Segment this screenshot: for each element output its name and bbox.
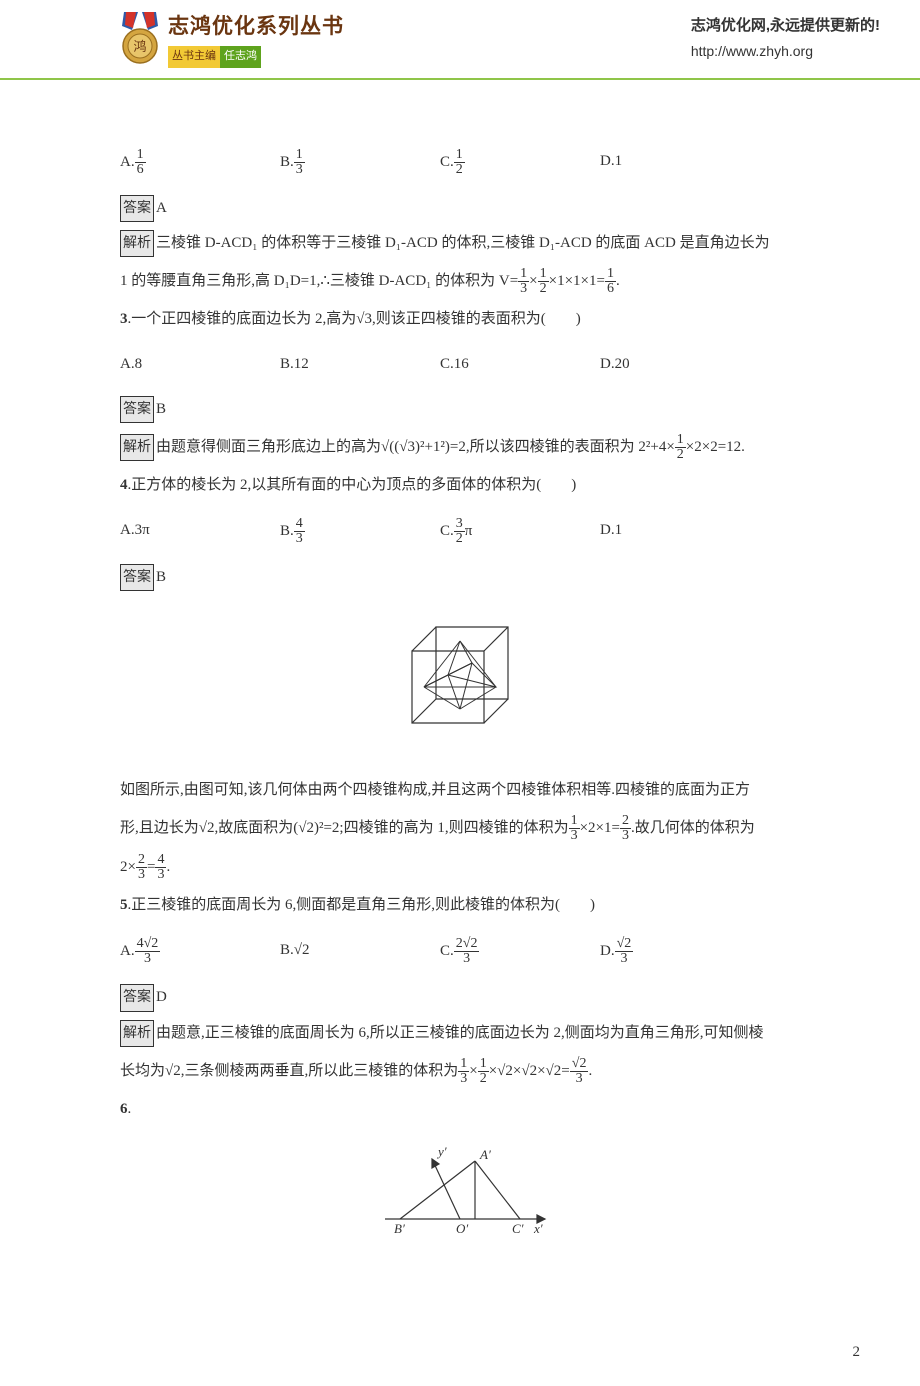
- svg-text:鸿: 鸿: [133, 39, 146, 54]
- q2-expl-line1: 三棱锥 D-ACD₁ 的体积等于三棱锥 D₁-ACD 的体积,三棱锥 D₁-AC…: [156, 235, 770, 251]
- q5-text: .正三棱锥的底面周长为 6,侧面都是直角三角形,则此棱锥的体积为( ): [128, 897, 596, 913]
- q4-stem: 4.正方体的棱长为 2,以其所有面的中心为顶点的多面体的体积为( ): [120, 472, 800, 499]
- q2-choice-b: B.13: [280, 148, 440, 177]
- q4-choice-a: A.3π: [120, 517, 280, 546]
- q5-choice-c: C.2√23: [440, 937, 600, 966]
- q4-choice-c: C.32π: [440, 517, 600, 546]
- explain-badge: 解析: [120, 1020, 154, 1047]
- q5-stem: 5.正三棱锥的底面周长为 6,侧面都是直角三角形,则此棱锥的体积为( ): [120, 892, 800, 919]
- q2-choice-d: D.1: [600, 148, 760, 177]
- q5-explain: 解析由题意,正三棱锥的底面周长为 6,所以正三棱锥的底面边长为 2,侧面均为直角…: [120, 1020, 800, 1047]
- q3-number: 3: [120, 311, 128, 327]
- q6-label-y: y′: [436, 1144, 447, 1159]
- explain-badge: 解析: [120, 434, 154, 461]
- brand-tag-left: 丛书主编: [168, 46, 220, 68]
- q4-choice-d: D.1: [600, 517, 760, 546]
- q5-choice-b: B.√2: [280, 937, 440, 966]
- page-header: 鸿 志鸿优化系列丛书 丛书主编 任志鸿 志鸿优化网,永远提供更新的! http:…: [0, 0, 920, 80]
- q5-number: 5: [120, 897, 128, 913]
- q5-choice-a: A.4√23: [120, 937, 280, 966]
- brand-slogan: 志鸿优化网,永远提供更新的!: [691, 17, 880, 34]
- q2-choices: A.16 B.13 C.12 D.1: [120, 148, 800, 177]
- q4-choice-b: B.43: [280, 517, 440, 546]
- q6-label-b: B′: [394, 1221, 405, 1236]
- q3-text: .一个正四棱锥的底面边长为 2,高为√3,则该正四棱锥的表面积为( ): [128, 311, 581, 327]
- answer-badge: 答案: [120, 396, 154, 423]
- q4-text: .正方体的棱长为 2,以其所有面的中心为顶点的多面体的体积为( ): [128, 477, 577, 493]
- q4-number: 4: [120, 477, 128, 493]
- page-number: 2: [0, 1299, 920, 1386]
- q3-explain: 解析由题意得侧面三角形底边上的高为√((√3)²+1²)=2,所以该四棱锥的表面…: [120, 433, 800, 462]
- q3-choice-a: A.8: [120, 351, 280, 378]
- q5-answer: D: [156, 989, 167, 1005]
- answer-badge: 答案: [120, 564, 154, 591]
- q6-figure: y′ A′ B′ O′ C′ x′: [120, 1141, 800, 1251]
- q2-explain: 解析三棱锥 D-ACD₁ 的体积等于三棱锥 D₁-ACD 的体积,三棱锥 D₁-…: [120, 230, 800, 257]
- q4-answer-row: 答案B: [120, 564, 800, 591]
- explain-badge: 解析: [120, 230, 154, 257]
- q6-label-a: A′: [479, 1147, 491, 1162]
- q4-expl-p1: 如图所示,由图可知,该几何体由两个四棱锥构成,并且这两个四棱锥体积相等.四棱锥的…: [120, 777, 800, 804]
- q3-choice-c: C.16: [440, 351, 600, 378]
- brand-block: 鸿 志鸿优化系列丛书 丛书主编 任志鸿: [120, 8, 344, 68]
- q6-label-c: C′: [512, 1221, 524, 1236]
- q5-choices: A.4√23 B.√2 C.2√23 D.√23: [120, 937, 800, 966]
- brand-title: 志鸿优化系列丛书: [168, 8, 344, 46]
- logo-medal-icon: 鸿: [120, 12, 160, 64]
- q3-answer: B: [156, 401, 166, 417]
- brand-url: http://www.zhyh.org: [691, 39, 880, 64]
- q5-expl-p2: 长均为√2,三条侧棱两两垂直,所以此三棱锥的体积为13×12×√2×√2×√2=…: [120, 1057, 800, 1086]
- answer-badge: 答案: [120, 195, 154, 222]
- header-right: 志鸿优化网,永远提供更新的! http://www.zhyh.org: [691, 12, 880, 64]
- q2-choice-c: C.12: [440, 148, 600, 177]
- q2-answer: A: [156, 200, 167, 216]
- q2-answer-row: 答案A: [120, 195, 800, 222]
- q3-choices: A.8 B.12 C.16 D.20: [120, 351, 800, 378]
- q4-figure: [120, 609, 800, 759]
- q6-number: 6: [120, 1101, 128, 1117]
- content-area: A.16 B.13 C.12 D.1 答案A 解析三棱锥 D-ACD₁ 的体积等…: [0, 80, 920, 1299]
- q2-choice-a: A.16: [120, 148, 280, 177]
- answer-badge: 答案: [120, 984, 154, 1011]
- q5-answer-row: 答案D: [120, 984, 800, 1011]
- q4-expl-p3: 2×23=43.: [120, 853, 800, 882]
- q6-label-o: O′: [456, 1221, 468, 1236]
- brand-tag-right: 任志鸿: [220, 46, 261, 68]
- q4-expl-p2: 形,且边长为√2,故底面积为(√2)²=2;四棱锥的高为 1,则四棱锥的体积为1…: [120, 814, 800, 843]
- q3-answer-row: 答案B: [120, 396, 800, 423]
- q3-stem: 3.一个正四棱锥的底面边长为 2,高为√3,则该正四棱锥的表面积为( ): [120, 306, 800, 333]
- q3-choice-b: B.12: [280, 351, 440, 378]
- q2-expl-line2: 1 的等腰直角三角形,高 D₁D=1,∴三棱锥 D-ACD₁ 的体积为 V=13…: [120, 267, 800, 296]
- q6-label-x: x′: [533, 1221, 543, 1236]
- brand-text: 志鸿优化系列丛书 丛书主编 任志鸿: [168, 8, 344, 68]
- q3-choice-d: D.20: [600, 351, 760, 378]
- q4-choices: A.3π B.43 C.32π D.1: [120, 517, 800, 546]
- q6-stem: 6.: [120, 1096, 800, 1123]
- q4-answer: B: [156, 569, 166, 585]
- q5-choice-d: D.√23: [600, 937, 760, 966]
